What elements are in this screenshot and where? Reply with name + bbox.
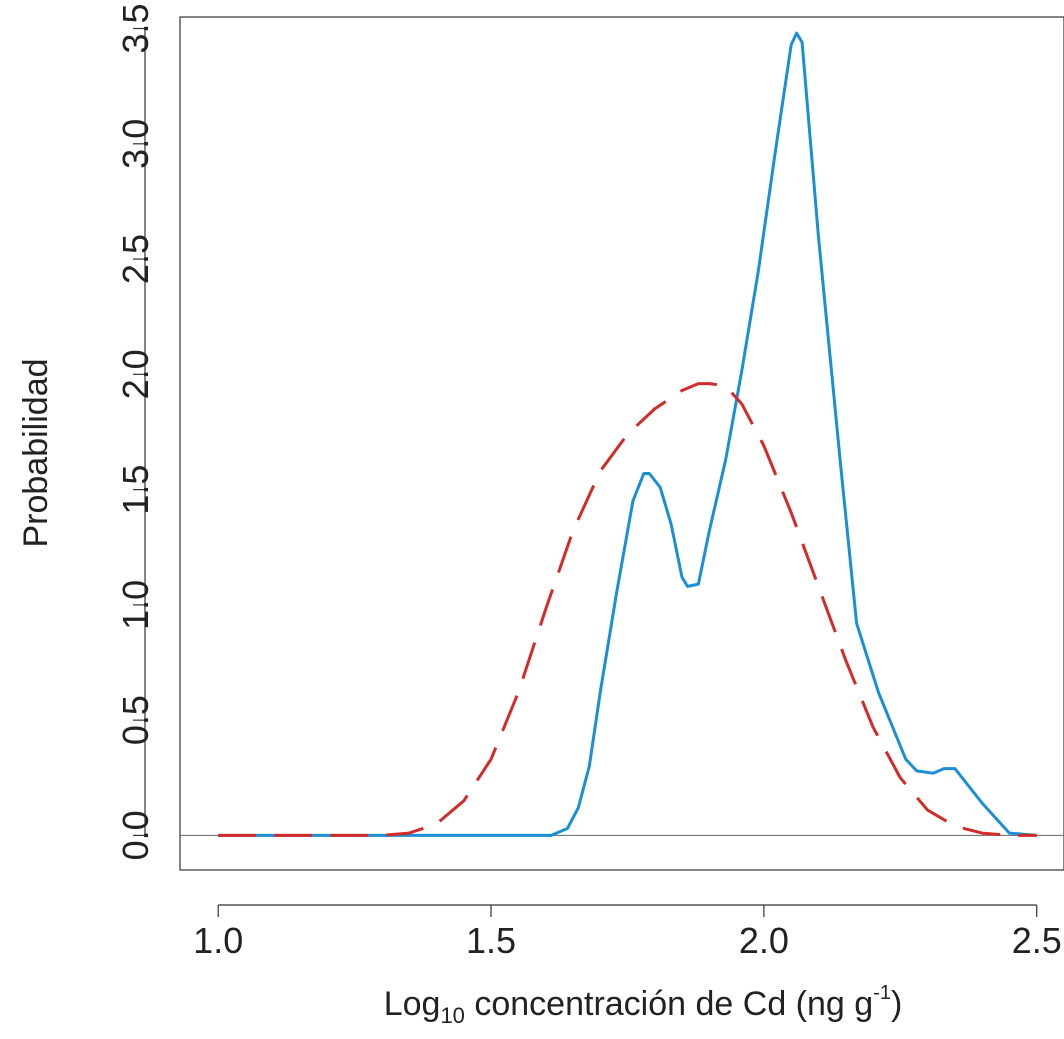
y-tick-label: 3.0 — [115, 119, 156, 169]
y-axis-ticks: 0.0 0.5 1.0 1.5 2.0 2.5 3.0 3.5 — [115, 4, 156, 861]
x-axis-title-superscript: -1 — [873, 982, 891, 1004]
y-tick-label: 1.5 — [115, 465, 156, 515]
x-axis-title: Log10 concentración de Cd (ng g-1) — [384, 982, 903, 1028]
plot-frame — [179, 16, 1064, 871]
solid-series-line — [218, 31, 1037, 837]
y-tick-label: 2.5 — [115, 234, 156, 284]
x-axis-ticks: 1.0 1.5 2.0 2.5 — [193, 905, 1062, 961]
y-tick-label: 3.5 — [115, 4, 156, 54]
x-axis-title-subscript: 10 — [440, 1003, 464, 1028]
y-tick-label: 2.0 — [115, 349, 156, 399]
x-axis-title-main: concentración de Cd (ng g — [465, 985, 873, 1023]
dashed-series-line — [218, 382, 1037, 837]
y-axis-title: Probabilidad — [17, 358, 55, 547]
y-tick-label: 0.5 — [115, 695, 156, 745]
y-tick-label: 0.0 — [115, 810, 156, 860]
y-tick-label: 1.0 — [115, 580, 156, 630]
x-tick-label: 1.0 — [193, 920, 243, 961]
x-tick-label: 2.0 — [739, 920, 789, 961]
series-layer — [218, 31, 1037, 837]
x-axis-title-end: ) — [891, 985, 902, 1023]
x-axis-title-base: Log — [384, 985, 441, 1023]
x-tick-label: 2.5 — [1012, 920, 1062, 961]
x-tick-label: 1.5 — [466, 920, 516, 961]
